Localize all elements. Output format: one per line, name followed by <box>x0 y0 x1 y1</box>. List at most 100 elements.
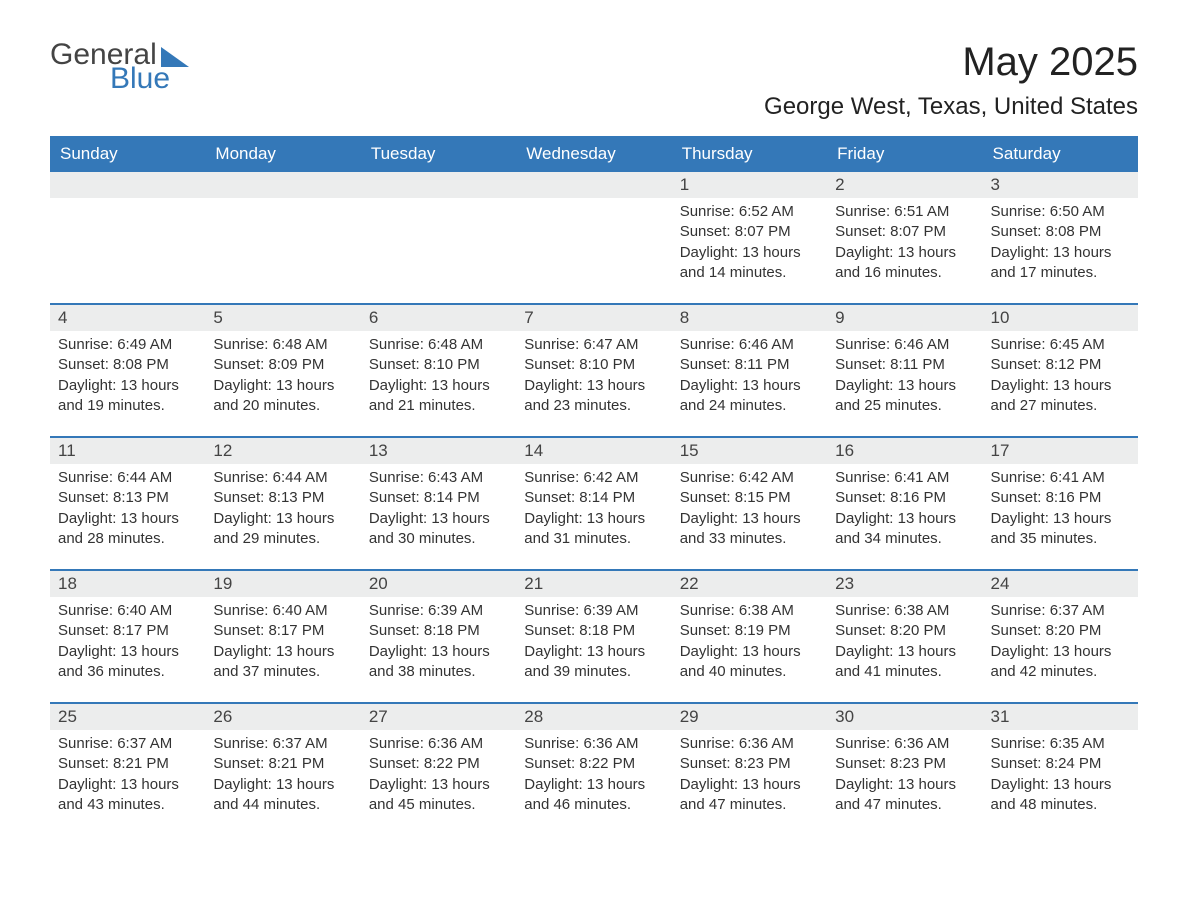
day-number: 27 <box>361 704 516 730</box>
day-body: Sunrise: 6:44 AMSunset: 8:13 PMDaylight:… <box>205 464 360 569</box>
day-number: 10 <box>983 305 1138 331</box>
daylight-line: Daylight: 13 hours and 20 minutes. <box>213 376 352 417</box>
daylight-line: Daylight: 13 hours and 48 minutes. <box>991 775 1130 816</box>
day-number: 4 <box>50 305 205 331</box>
sunrise-line: Sunrise: 6:44 AM <box>213 468 352 488</box>
sunrise-line: Sunrise: 6:38 AM <box>680 601 819 621</box>
header: General Blue May 2025 George West, Texas… <box>50 40 1138 121</box>
calendar-cell: 24Sunrise: 6:37 AMSunset: 8:20 PMDayligh… <box>983 570 1138 703</box>
sunset-line: Sunset: 8:14 PM <box>524 488 663 508</box>
day-number: 26 <box>205 704 360 730</box>
day-number: 25 <box>50 704 205 730</box>
calendar-cell: 13Sunrise: 6:43 AMSunset: 8:14 PMDayligh… <box>361 437 516 570</box>
daylight-line: Daylight: 13 hours and 39 minutes. <box>524 642 663 683</box>
day-number: 24 <box>983 571 1138 597</box>
calendar-cell: 31Sunrise: 6:35 AMSunset: 8:24 PMDayligh… <box>983 703 1138 835</box>
day-body: Sunrise: 6:36 AMSunset: 8:22 PMDaylight:… <box>361 730 516 835</box>
day-number: 1 <box>672 172 827 198</box>
day-number: 23 <box>827 571 982 597</box>
weekday-header: Saturday <box>983 136 1138 172</box>
day-body: Sunrise: 6:37 AMSunset: 8:21 PMDaylight:… <box>50 730 205 835</box>
weekday-header: Tuesday <box>361 136 516 172</box>
calendar-table: SundayMondayTuesdayWednesdayThursdayFrid… <box>50 136 1138 835</box>
calendar-cell: 27Sunrise: 6:36 AMSunset: 8:22 PMDayligh… <box>361 703 516 835</box>
day-number: 22 <box>672 571 827 597</box>
sunset-line: Sunset: 8:11 PM <box>835 355 974 375</box>
calendar-cell: 17Sunrise: 6:41 AMSunset: 8:16 PMDayligh… <box>983 437 1138 570</box>
day-number: 16 <box>827 438 982 464</box>
daylight-line: Daylight: 13 hours and 40 minutes. <box>680 642 819 683</box>
daylight-line: Daylight: 13 hours and 14 minutes. <box>680 243 819 284</box>
daylight-line: Daylight: 13 hours and 28 minutes. <box>58 509 197 550</box>
day-body: Sunrise: 6:42 AMSunset: 8:15 PMDaylight:… <box>672 464 827 569</box>
sunrise-line: Sunrise: 6:47 AM <box>524 335 663 355</box>
sunrise-line: Sunrise: 6:42 AM <box>680 468 819 488</box>
sunset-line: Sunset: 8:21 PM <box>213 754 352 774</box>
day-number: 14 <box>516 438 671 464</box>
daylight-line: Daylight: 13 hours and 25 minutes. <box>835 376 974 417</box>
calendar-cell: 11Sunrise: 6:44 AMSunset: 8:13 PMDayligh… <box>50 437 205 570</box>
sunrise-line: Sunrise: 6:37 AM <box>991 601 1130 621</box>
day-body: Sunrise: 6:37 AMSunset: 8:20 PMDaylight:… <box>983 597 1138 702</box>
day-body: Sunrise: 6:39 AMSunset: 8:18 PMDaylight:… <box>361 597 516 702</box>
daylight-line: Daylight: 13 hours and 29 minutes. <box>213 509 352 550</box>
calendar-body: 1Sunrise: 6:52 AMSunset: 8:07 PMDaylight… <box>50 172 1138 835</box>
day-number: 13 <box>361 438 516 464</box>
sunrise-line: Sunrise: 6:50 AM <box>991 202 1130 222</box>
calendar-cell: 6Sunrise: 6:48 AMSunset: 8:10 PMDaylight… <box>361 304 516 437</box>
sunset-line: Sunset: 8:23 PM <box>680 754 819 774</box>
day-number: 2 <box>827 172 982 198</box>
day-number: 31 <box>983 704 1138 730</box>
calendar-cell: 8Sunrise: 6:46 AMSunset: 8:11 PMDaylight… <box>672 304 827 437</box>
calendar-cell: 1Sunrise: 6:52 AMSunset: 8:07 PMDaylight… <box>672 172 827 304</box>
calendar-cell: 2Sunrise: 6:51 AMSunset: 8:07 PMDaylight… <box>827 172 982 304</box>
sunrise-line: Sunrise: 6:41 AM <box>991 468 1130 488</box>
day-body: Sunrise: 6:41 AMSunset: 8:16 PMDaylight:… <box>983 464 1138 569</box>
day-body: Sunrise: 6:45 AMSunset: 8:12 PMDaylight:… <box>983 331 1138 436</box>
daylight-line: Daylight: 13 hours and 34 minutes. <box>835 509 974 550</box>
calendar-cell: 10Sunrise: 6:45 AMSunset: 8:12 PMDayligh… <box>983 304 1138 437</box>
weekday-row: SundayMondayTuesdayWednesdayThursdayFrid… <box>50 136 1138 172</box>
day-number-empty <box>50 172 205 198</box>
sunrise-line: Sunrise: 6:38 AM <box>835 601 974 621</box>
calendar-cell: 5Sunrise: 6:48 AMSunset: 8:09 PMDaylight… <box>205 304 360 437</box>
day-body: Sunrise: 6:51 AMSunset: 8:07 PMDaylight:… <box>827 198 982 303</box>
day-body: Sunrise: 6:49 AMSunset: 8:08 PMDaylight:… <box>50 331 205 436</box>
calendar-cell: 25Sunrise: 6:37 AMSunset: 8:21 PMDayligh… <box>50 703 205 835</box>
day-body: Sunrise: 6:35 AMSunset: 8:24 PMDaylight:… <box>983 730 1138 835</box>
calendar-cell: 15Sunrise: 6:42 AMSunset: 8:15 PMDayligh… <box>672 437 827 570</box>
calendar-cell: 12Sunrise: 6:44 AMSunset: 8:13 PMDayligh… <box>205 437 360 570</box>
calendar-cell <box>50 172 205 304</box>
calendar-cell: 23Sunrise: 6:38 AMSunset: 8:20 PMDayligh… <box>827 570 982 703</box>
calendar-cell: 3Sunrise: 6:50 AMSunset: 8:08 PMDaylight… <box>983 172 1138 304</box>
sunrise-line: Sunrise: 6:49 AM <box>58 335 197 355</box>
sunrise-line: Sunrise: 6:41 AM <box>835 468 974 488</box>
sunset-line: Sunset: 8:24 PM <box>991 754 1130 774</box>
daylight-line: Daylight: 13 hours and 21 minutes. <box>369 376 508 417</box>
weekday-header: Monday <box>205 136 360 172</box>
day-number-empty <box>205 172 360 198</box>
day-number: 15 <box>672 438 827 464</box>
weekday-header: Friday <box>827 136 982 172</box>
day-number: 9 <box>827 305 982 331</box>
sunset-line: Sunset: 8:20 PM <box>835 621 974 641</box>
daylight-line: Daylight: 13 hours and 43 minutes. <box>58 775 197 816</box>
calendar-cell: 16Sunrise: 6:41 AMSunset: 8:16 PMDayligh… <box>827 437 982 570</box>
sunrise-line: Sunrise: 6:36 AM <box>680 734 819 754</box>
day-body: Sunrise: 6:43 AMSunset: 8:14 PMDaylight:… <box>361 464 516 569</box>
sunrise-line: Sunrise: 6:46 AM <box>835 335 974 355</box>
sunset-line: Sunset: 8:16 PM <box>991 488 1130 508</box>
calendar-cell: 30Sunrise: 6:36 AMSunset: 8:23 PMDayligh… <box>827 703 982 835</box>
sunset-line: Sunset: 8:13 PM <box>213 488 352 508</box>
sunset-line: Sunset: 8:11 PM <box>680 355 819 375</box>
sunset-line: Sunset: 8:20 PM <box>991 621 1130 641</box>
calendar-cell: 22Sunrise: 6:38 AMSunset: 8:19 PMDayligh… <box>672 570 827 703</box>
day-number: 8 <box>672 305 827 331</box>
calendar-cell: 20Sunrise: 6:39 AMSunset: 8:18 PMDayligh… <box>361 570 516 703</box>
sunrise-line: Sunrise: 6:43 AM <box>369 468 508 488</box>
calendar-cell <box>205 172 360 304</box>
daylight-line: Daylight: 13 hours and 27 minutes. <box>991 376 1130 417</box>
sunrise-line: Sunrise: 6:46 AM <box>680 335 819 355</box>
day-body: Sunrise: 6:36 AMSunset: 8:23 PMDaylight:… <box>672 730 827 835</box>
calendar-cell <box>516 172 671 304</box>
